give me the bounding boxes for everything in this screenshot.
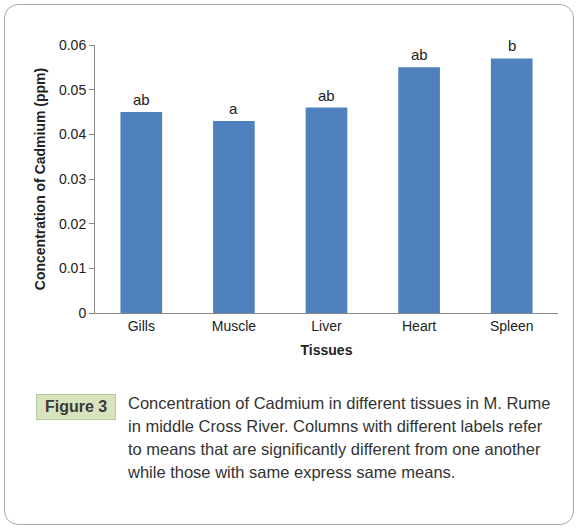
html-text:Concentration of Cadmium in di: Concentration of Cadmium in different ti… [128, 394, 551, 481]
svg-text:ab: ab [133, 91, 150, 108]
svg-text:0.05: 0.05 [59, 82, 86, 98]
svg-text:ab: ab [318, 87, 335, 104]
svg-text:Heart: Heart [402, 318, 436, 334]
svg-text:Concentration of Cadmium (ppm): Concentration of Cadmium (ppm) [32, 68, 48, 290]
svg-text:0.04: 0.04 [59, 126, 86, 142]
svg-text:Tissues: Tissues [301, 342, 353, 358]
svg-text:a: a [229, 100, 238, 117]
svg-text:0.06: 0.06 [59, 37, 86, 53]
svg-text:Spleen: Spleen [490, 318, 534, 334]
svg-text:0.02: 0.02 [59, 216, 86, 232]
svg-text:0.03: 0.03 [59, 171, 86, 187]
svg-text:Muscle: Muscle [212, 318, 257, 334]
svg-text:0.01: 0.01 [59, 260, 86, 276]
svg-text:0: 0 [78, 305, 86, 321]
svg-text:b: b [508, 37, 516, 54]
svg-text:Gills: Gills [128, 318, 155, 334]
svg-text:ab: ab [411, 46, 428, 63]
svg-text:Liver: Liver [311, 318, 342, 334]
html-text:Figure 3: Figure 3 [45, 398, 108, 415]
